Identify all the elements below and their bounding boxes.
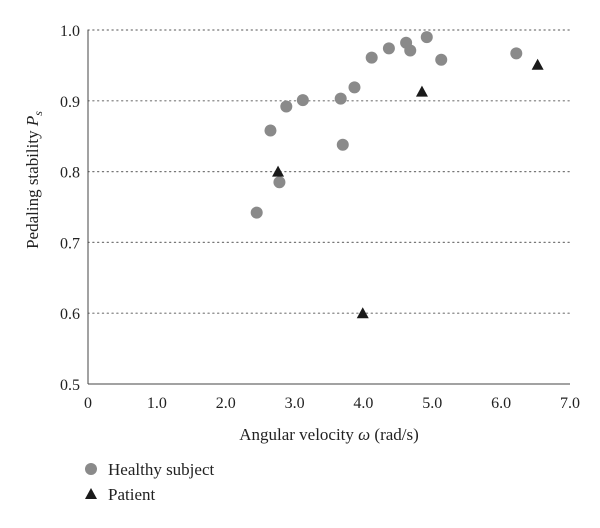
healthy-subject-point [365,51,378,64]
healthy-subject-point [348,81,361,94]
legend-patient-marker [85,488,97,499]
x-tick-label: 0 [84,395,92,412]
y-tick-label: 0.7 [60,235,80,252]
y-tick-label: 0.6 [60,306,80,323]
x-tick-label: 5.0 [422,395,442,412]
x-axis-title-symbol: ω [358,425,370,444]
data-points [250,31,544,319]
healthy-subject-point [280,100,293,113]
healthy-subject-point [273,176,286,189]
legend-patient-label: Patient [108,485,155,504]
patient-point [356,307,369,319]
y-tick-label: 0.5 [60,377,80,394]
x-tick-label: 7.0 [560,395,580,412]
x-tick-label: 6.0 [491,395,511,412]
legend: Healthy subject Patient [85,460,214,504]
patient-point [531,58,544,70]
x-tick-label: 2.0 [216,395,236,412]
healthy-subject-point [382,42,395,55]
legend-healthy-label: Healthy subject [108,460,214,479]
x-tick-label: 4.0 [353,395,373,412]
y-tick-label: 0.9 [60,94,80,111]
y-axis-title-main: Pedaling stability [23,126,42,249]
y-axis-title-subscript: s [31,111,45,116]
y-axis-title-symbol: P [23,116,42,127]
healthy-subject-point [296,94,309,107]
patient-point [415,85,428,97]
x-axis-title: Angular velocity ω (rad/s) [239,425,419,444]
healthy-subject-point [264,124,277,137]
y-tick-label: 0.8 [60,165,80,182]
x-axis-title-suffix: (rad/s) [370,425,419,444]
healthy-subject-point [404,44,417,57]
x-tick-label: 1.0 [147,395,167,412]
y-tick-labels: 0.5 0.6 0.7 0.8 0.9 1.0 [60,23,80,394]
patient-point [272,165,285,177]
healthy-subject-point [510,47,523,60]
healthy-subject-point [435,53,448,66]
healthy-subject-point [420,31,433,44]
x-tick-labels: 0 1.0 2.0 3.0 4.0 5.0 6.0 7.0 [84,395,580,412]
y-axis-title: Pedaling stability Ps [23,111,45,249]
y-tick-label: 1.0 [60,23,80,40]
gridlines [87,29,571,314]
x-axis-title-prefix: Angular velocity [239,425,358,444]
legend-healthy-marker [85,463,97,475]
healthy-subject-point [336,138,349,151]
healthy-subject-point [250,206,263,219]
x-tick-label: 3.0 [285,395,305,412]
axes [87,30,570,385]
healthy-subject-point [334,92,347,105]
